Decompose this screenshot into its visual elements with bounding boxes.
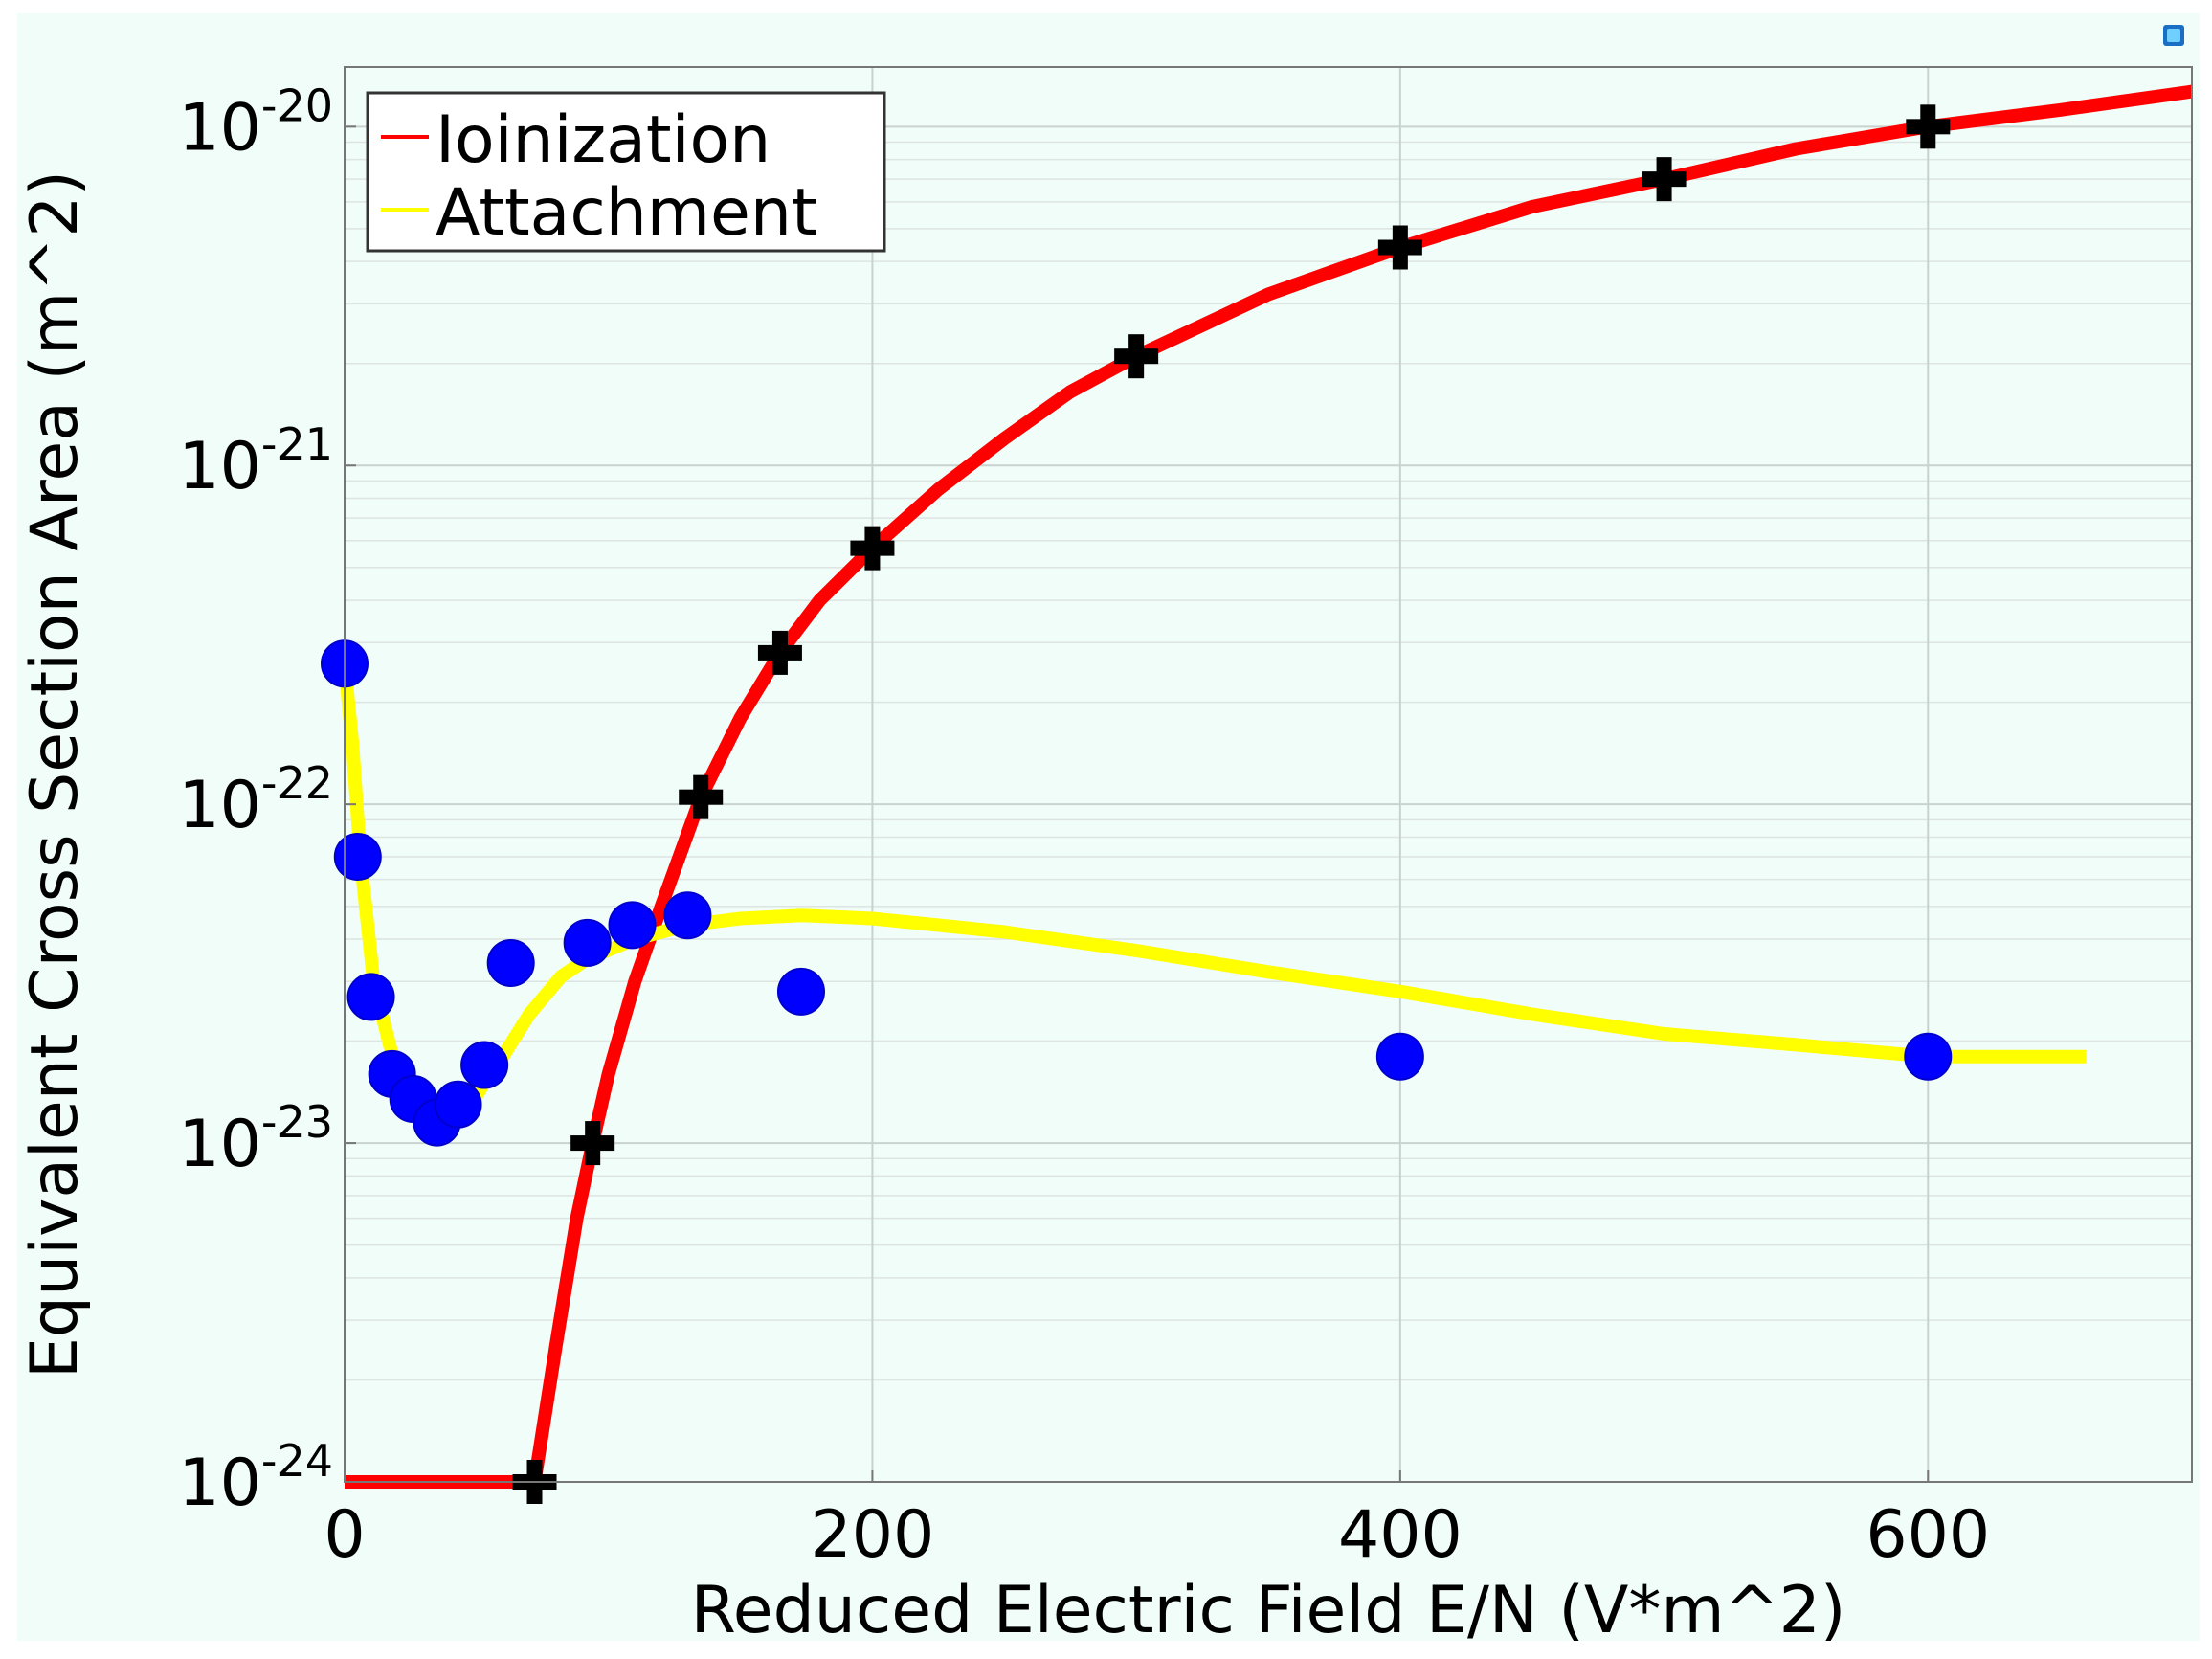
attachment-marker xyxy=(460,1041,509,1089)
y-tick-label: 10-21 xyxy=(178,418,333,504)
attachment-marker xyxy=(346,973,395,1021)
attachment-marker xyxy=(608,901,657,950)
y-axis-label: Equivalent Cross Section Area (m^2) xyxy=(17,170,93,1379)
attachment-marker xyxy=(333,832,382,881)
x-tick-label: 600 xyxy=(1866,1497,1990,1573)
plot-frame xyxy=(344,66,2193,1483)
legend-box xyxy=(366,91,886,253)
ionization-marker xyxy=(850,526,895,571)
attachment-marker xyxy=(776,967,825,1016)
x-axis-label: Reduced Electric Field E/N (V*m^2) xyxy=(691,1573,1846,1648)
ionization-marker xyxy=(679,774,724,819)
y-tick-label: 10-22 xyxy=(178,757,333,843)
ionization-marker xyxy=(1642,157,1687,202)
corner-icon-inner xyxy=(2167,29,2180,42)
attachment-marker xyxy=(434,1080,482,1129)
y-tick-label: 10-24 xyxy=(178,1435,333,1521)
legend-label: Attachment xyxy=(436,175,817,251)
ionization-marker xyxy=(1114,334,1159,379)
y-tick-label: 10-20 xyxy=(178,79,333,166)
axes: 0 200 400 600 10-24 10-23 10-22 10-21 10-20 xyxy=(178,79,1990,1573)
ionization-marker xyxy=(1906,104,1951,149)
attachment-marker xyxy=(1375,1032,1424,1081)
attachment-marker xyxy=(1904,1032,1953,1081)
legend-label: Ioinization xyxy=(436,102,771,178)
attachment-marker xyxy=(663,891,712,940)
x-tick-label: 200 xyxy=(811,1497,935,1573)
y-tick-label: 10-23 xyxy=(178,1096,333,1182)
x-tick-label: 400 xyxy=(1338,1497,1463,1573)
x-tick-label: 0 xyxy=(324,1497,365,1573)
grid xyxy=(345,67,2192,1483)
ionization-marker xyxy=(1377,225,1422,270)
attachment-marker xyxy=(486,938,535,987)
plot-area xyxy=(345,67,2192,1482)
attachment-marker xyxy=(563,918,612,967)
ionization-marker xyxy=(757,630,802,675)
ionization-marker xyxy=(570,1121,615,1166)
